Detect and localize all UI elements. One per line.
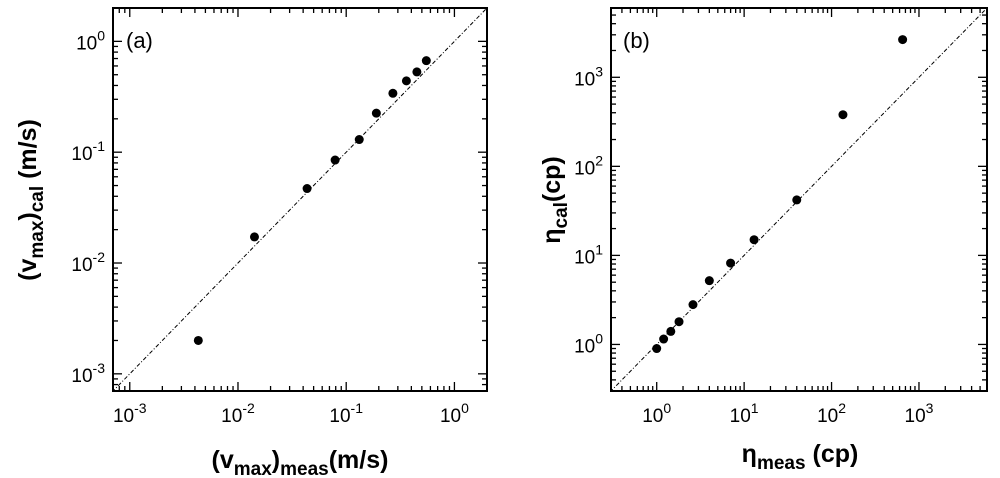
data-point <box>674 317 684 327</box>
data-point <box>666 326 676 336</box>
data-point <box>704 276 714 286</box>
y-tick-label-exponent: 3 <box>595 63 603 79</box>
data-point <box>688 300 698 310</box>
x-tick-label-base: 10 <box>817 406 838 427</box>
data-point <box>659 334 669 344</box>
y-tick-label-exponent: 0 <box>97 27 105 43</box>
y-tick-label-base: 10 <box>71 144 92 165</box>
y-tick-label: 10-2 <box>71 249 105 276</box>
x-tick-label-exponent: 1 <box>751 400 759 416</box>
data-point <box>749 235 759 245</box>
plot-frame <box>112 7 488 392</box>
data-point <box>412 67 422 77</box>
x-tick-label-base: 10 <box>329 406 350 427</box>
y-tick-label-exponent: 1 <box>595 241 603 257</box>
x-tick-label: 102 <box>817 400 846 427</box>
data-point <box>330 155 340 165</box>
x-tick-label: 10-2 <box>221 400 255 427</box>
plot-frame <box>610 7 988 392</box>
x-axis-title-base: (v <box>212 446 234 474</box>
y-axis-title-unit: (m/s) <box>14 119 42 186</box>
y-axis-title-base: (v <box>14 259 42 281</box>
y-axis-title-paren: ) <box>14 212 42 220</box>
y-tick-label-base: 10 <box>574 336 595 357</box>
y-tick-label-exponent: -2 <box>93 249 106 265</box>
y-tick-label-exponent: 2 <box>595 152 603 168</box>
y-tick-label: 100 <box>574 330 603 357</box>
data-point <box>401 76 411 86</box>
data-point <box>652 344 662 354</box>
y-tick-label-base: 10 <box>76 33 97 54</box>
y-tick-label-exponent: -3 <box>93 360 106 376</box>
y-tick-label: 100 <box>76 27 105 54</box>
data-point <box>388 88 398 98</box>
data-point <box>421 56 431 66</box>
y-axis-title-unit: (cp) <box>538 156 566 202</box>
data-point <box>193 335 203 345</box>
x-tick-label-exponent: 3 <box>926 400 934 416</box>
x-tick-label-base: 10 <box>113 406 134 427</box>
y-tick-label-base: 10 <box>71 255 92 276</box>
data-point <box>354 135 364 145</box>
y-tick-label-exponent: 0 <box>595 330 603 346</box>
x-tick-label: 100 <box>440 400 469 427</box>
x-tick-label-exponent: 0 <box>461 400 469 416</box>
data-point <box>898 35 908 45</box>
data-point <box>371 108 381 118</box>
x-axis-title-paren: ) <box>272 446 280 474</box>
x-axis-title-base: η <box>742 440 757 468</box>
x-axis-title-subscript: meas <box>757 453 806 474</box>
x-axis-title-unit: (cp) <box>806 440 859 468</box>
y-tick-label: 103 <box>574 63 603 90</box>
panel-label: (a) <box>126 28 153 53</box>
data-point <box>302 184 312 194</box>
y-tick-label-base: 10 <box>574 69 595 90</box>
data-point <box>792 195 802 205</box>
x-axis-title: (vmax)meas(m/s) <box>212 446 389 478</box>
y-tick-label: 10-1 <box>71 138 105 165</box>
y-axis-title: ηcal(cp) <box>538 156 572 244</box>
x-tick-label-exponent: -3 <box>134 400 147 416</box>
y-tick-label-base: 10 <box>71 366 92 387</box>
data-point <box>838 110 848 120</box>
x-axis-title: ηmeas (cp) <box>742 440 859 474</box>
y-tick-label-base: 10 <box>574 158 595 179</box>
y-axis-title: (vmax)cal (m/s) <box>14 119 48 281</box>
panel-label: (b) <box>623 28 650 53</box>
x-tick-label-exponent: -2 <box>242 400 255 416</box>
reference-line-y-equals-x <box>611 8 987 391</box>
x-axis-title-unit: (m/s) <box>329 446 389 474</box>
x-tick-label: 10-1 <box>329 400 363 427</box>
x-tick-label: 103 <box>905 400 934 427</box>
data-point <box>249 232 259 242</box>
y-tick-label: 102 <box>574 152 603 179</box>
x-tick-label-exponent: 0 <box>663 400 671 416</box>
y-axis-title-subscript: max <box>27 220 48 258</box>
x-tick-label-base: 10 <box>905 406 926 427</box>
data-point <box>726 258 736 268</box>
y-axis-title-base: η <box>538 228 566 243</box>
x-tick-label: 101 <box>730 400 759 427</box>
x-axis-title-subscript: max <box>234 459 272 478</box>
x-tick-label-exponent: -1 <box>351 400 364 416</box>
x-tick-label: 100 <box>642 400 671 427</box>
x-tick-label-base: 10 <box>642 406 663 427</box>
y-tick-label: 10-3 <box>71 360 105 387</box>
x-tick-label: 10-3 <box>113 400 147 427</box>
y-axis-title-subscript-2: cal <box>27 186 48 212</box>
reference-line-y-equals-x <box>113 8 487 391</box>
x-axis-title-subscript-2: meas <box>280 459 329 478</box>
y-axis-title-subscript: cal <box>551 202 572 228</box>
y-tick-label: 101 <box>574 241 603 268</box>
y-tick-label-exponent: -1 <box>93 138 106 154</box>
x-tick-label-base: 10 <box>730 406 751 427</box>
y-tick-label-base: 10 <box>574 247 595 268</box>
x-tick-label-exponent: 2 <box>838 400 846 416</box>
x-tick-label-base: 10 <box>221 406 242 427</box>
x-tick-label-base: 10 <box>440 406 461 427</box>
